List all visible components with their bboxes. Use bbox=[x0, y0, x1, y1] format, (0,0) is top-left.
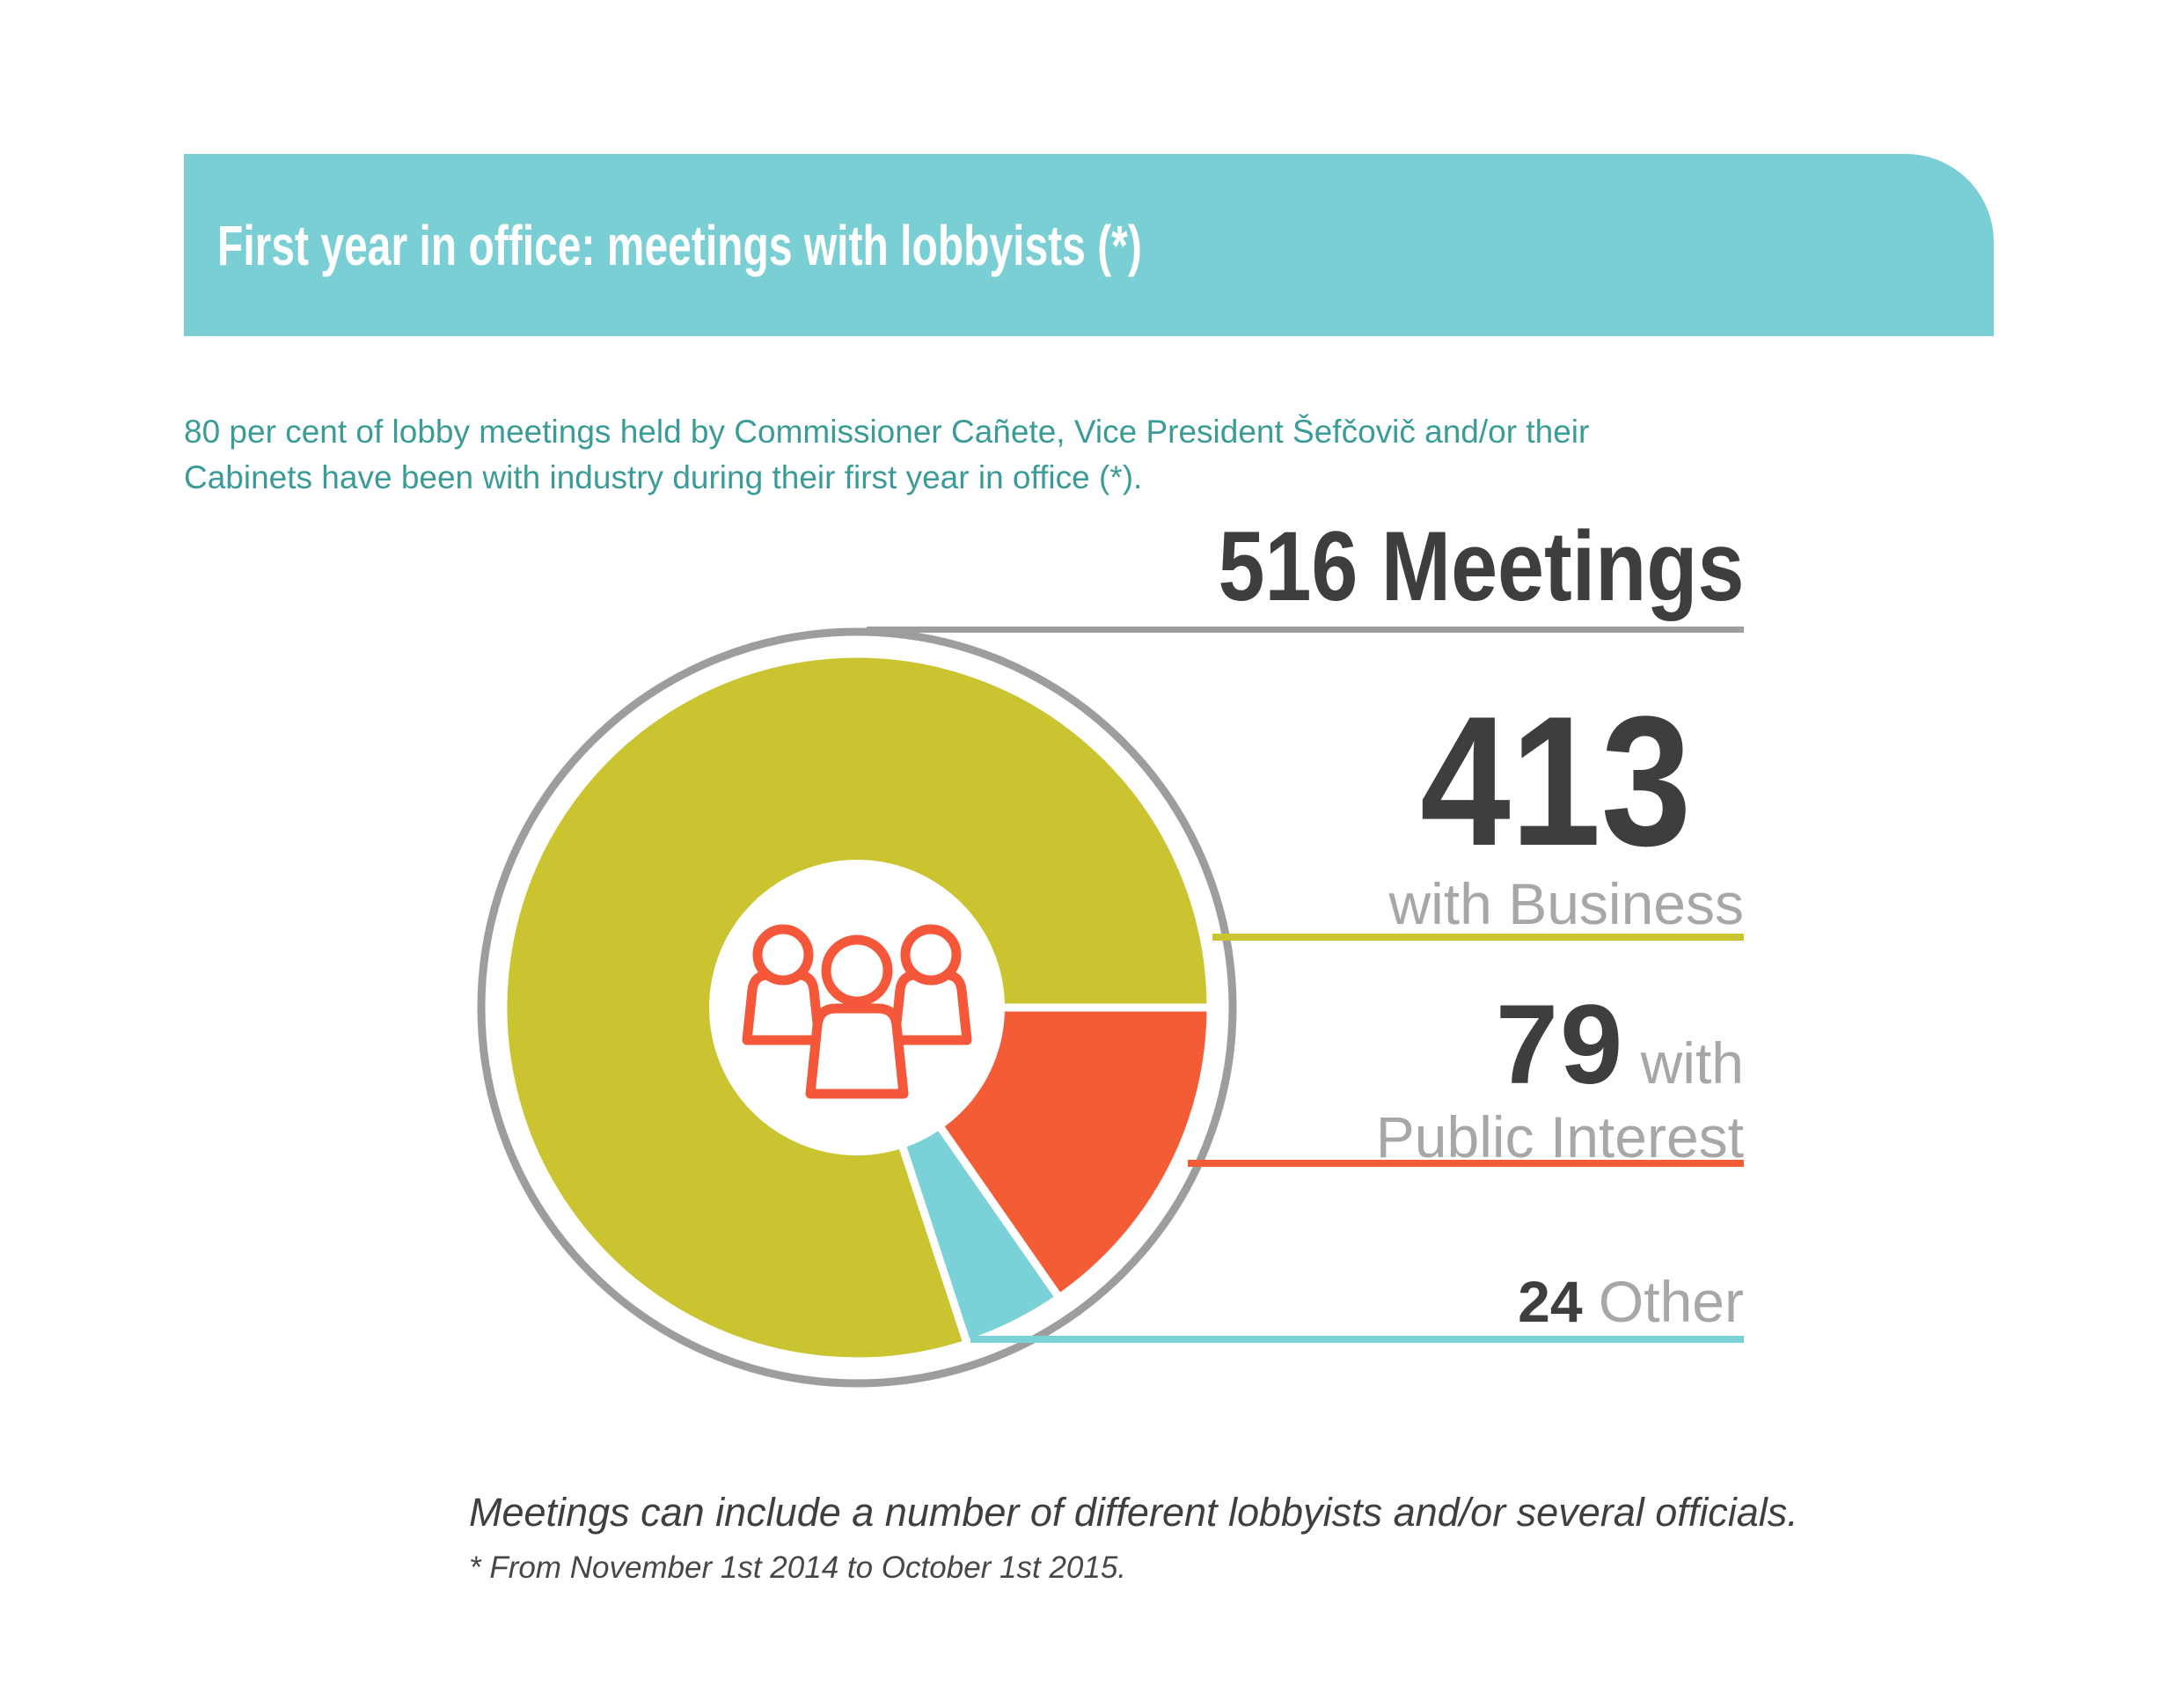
other-count: 24 bbox=[1518, 1269, 1583, 1334]
footnote: Meetings can include a number of differe… bbox=[469, 1491, 1798, 1586]
donut-chart bbox=[477, 627, 1237, 1388]
footnote-asterisk: * From November 1st 2014 to October 1st … bbox=[469, 1550, 1127, 1585]
business-label: with Business bbox=[1388, 871, 1744, 936]
total-leader-line bbox=[867, 627, 1744, 633]
other-underline bbox=[970, 1336, 1744, 1343]
public-interest-underline bbox=[1188, 1160, 1744, 1167]
public-interest-callout: 79 with Public Interest bbox=[1375, 989, 1744, 1169]
donut-outer-ring bbox=[477, 627, 1237, 1388]
business-underline bbox=[1212, 934, 1744, 941]
public-interest-line1: 79 with bbox=[1376, 989, 1744, 1107]
intro-line-1: 80 per cent of lobby meetings held by Co… bbox=[184, 414, 1590, 450]
other-label: Other bbox=[1598, 1269, 1744, 1334]
public-interest-count: 79 bbox=[1495, 982, 1625, 1108]
intro-paragraph: 80 per cent of lobby meetings held by Co… bbox=[184, 409, 1996, 501]
intro-line-2: Cabinets have been with industry during … bbox=[184, 459, 1143, 495]
header-banner: First year in office: meetings with lobb… bbox=[184, 154, 1994, 336]
people-icon bbox=[742, 924, 972, 1099]
business-callout: 413 with Business bbox=[1383, 678, 1744, 936]
public-interest-label: Public Interest bbox=[1375, 1104, 1744, 1169]
other-callout: 24 Other bbox=[1518, 1272, 1744, 1330]
page-title: First year in office: meetings with lobb… bbox=[217, 213, 1142, 277]
total-meetings-label: 516 Meetings bbox=[1218, 511, 1744, 621]
footnote-main: Meetings can include a number of differe… bbox=[469, 1490, 1798, 1535]
public-interest-with: with bbox=[1640, 1030, 1744, 1096]
business-count: 413 bbox=[1419, 678, 1691, 884]
